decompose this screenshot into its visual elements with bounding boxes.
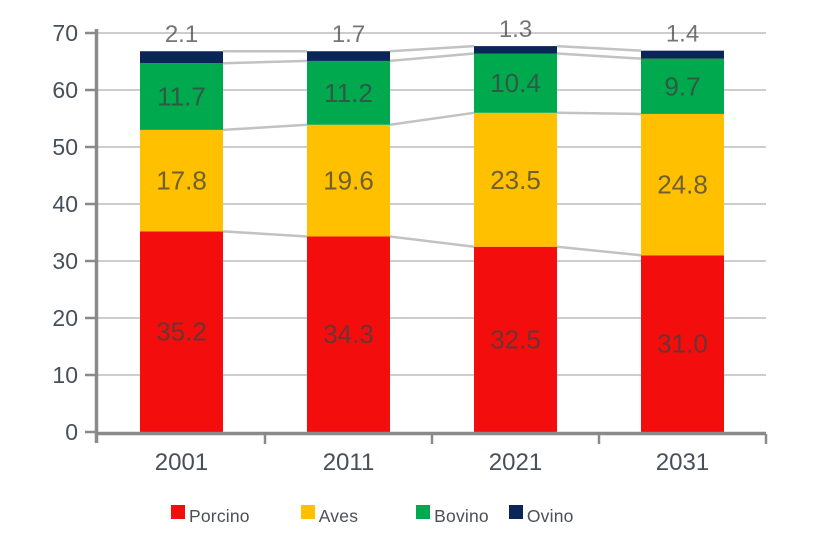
bar-segment-ovino-2001: [140, 51, 223, 64]
value-label-porcino-2031: 31.0: [657, 329, 708, 359]
bar-segment-aves-2031: [641, 113, 724, 256]
bar-segment-porcino-2021: [474, 246, 557, 432]
legend-swatch-porcino: [171, 505, 185, 519]
value-label-bovino-2001: 11.7: [157, 82, 206, 112]
connector-line-bovino: [222, 59, 308, 65]
legend-item-ovino: Ovino: [508, 505, 574, 527]
bar-segment-porcino-2001: [140, 231, 223, 432]
value-label-ovino-2031: 1.4: [666, 21, 699, 48]
bar-segment-bovino-2031: [641, 58, 724, 114]
value-label-aves-2031: 24.8: [657, 170, 708, 200]
connector-line-aves: [222, 123, 308, 132]
y-tick-label-70: 70: [52, 20, 78, 46]
connector-line-bovino: [389, 52, 475, 63]
bar-segment-aves-2011: [307, 124, 390, 237]
value-label-aves-2001: 17.8: [156, 166, 207, 196]
connector-line-porcino: [222, 230, 308, 238]
connector-line-ovino: [556, 44, 642, 52]
bar-segment-aves-2001: [140, 129, 223, 232]
legend-swatch-bovino: [416, 505, 431, 519]
bar-segment-bovino-2011: [307, 60, 390, 125]
bar-segment-bovino-2021: [474, 53, 557, 113]
y-tick-label-60: 60: [52, 77, 78, 103]
bar-segment-porcino-2031: [641, 255, 724, 432]
legend-label-ovino: Ovino: [526, 505, 574, 526]
legend-item-porcino: Porcino: [171, 505, 250, 527]
value-label-porcino-2011: 34.3: [323, 319, 374, 349]
legend-label-aves: Aves: [318, 505, 359, 526]
value-label-porcino-2021: 32.5: [490, 324, 541, 354]
x-tick-label-2021: 2021: [489, 449, 542, 476]
connector-line-aves: [556, 111, 642, 116]
legend-swatch-ovino: [508, 505, 523, 519]
value-label-ovino-2021: 1.3: [499, 16, 532, 43]
connector-line-porcino: [389, 235, 475, 248]
bar-segment-ovino-2011: [307, 51, 390, 61]
bar-segment-bovino-2001: [140, 63, 223, 130]
legend-item-aves: Aves: [300, 505, 359, 527]
value-label-aves-2021: 23.5: [490, 165, 541, 195]
value-label-bovino-2031: 9.7: [664, 71, 700, 101]
x-tick-label-2011: 2011: [323, 449, 375, 476]
value-label-aves-2011: 19.6: [323, 166, 374, 196]
chart-legend: Porcino Aves Bovino Ovino: [171, 503, 574, 529]
legend-item-bovino: Bovino: [416, 505, 489, 527]
value-label-bovino-2021: 10.4: [490, 68, 541, 98]
bar-segment-ovino-2031: [641, 50, 724, 59]
bar-segment-aves-2021: [474, 112, 557, 247]
legend-label-bovino: Bovino: [434, 505, 489, 526]
bar-segment-ovino-2021: [474, 46, 557, 54]
bar-segment-porcino-2011: [307, 236, 390, 432]
y-tick-label-10: 10: [52, 362, 78, 388]
value-label-porcino-2001: 35.2: [156, 317, 207, 347]
y-tick-label-30: 30: [52, 248, 78, 274]
connector-line-ovino: [389, 44, 475, 53]
legend-label-porcino: Porcino: [189, 505, 250, 526]
connector-line-aves: [389, 111, 475, 127]
x-tick-label-2031: 2031: [656, 449, 709, 476]
y-tick-label-50: 50: [52, 134, 78, 160]
connector-line-bovino: [556, 52, 642, 60]
value-label-ovino-2001: 2.1: [165, 21, 198, 48]
x-tick-label-2001: 2001: [155, 449, 208, 476]
y-tick-label-20: 20: [52, 305, 78, 331]
y-tick-label-0: 0: [65, 419, 78, 445]
value-label-bovino-2011: 11.2: [324, 78, 373, 108]
legend-swatch-aves: [300, 505, 315, 519]
value-label-ovino-2011: 1.7: [332, 21, 365, 48]
y-tick-label-40: 40: [52, 191, 78, 217]
connector-line-porcino: [556, 245, 642, 257]
